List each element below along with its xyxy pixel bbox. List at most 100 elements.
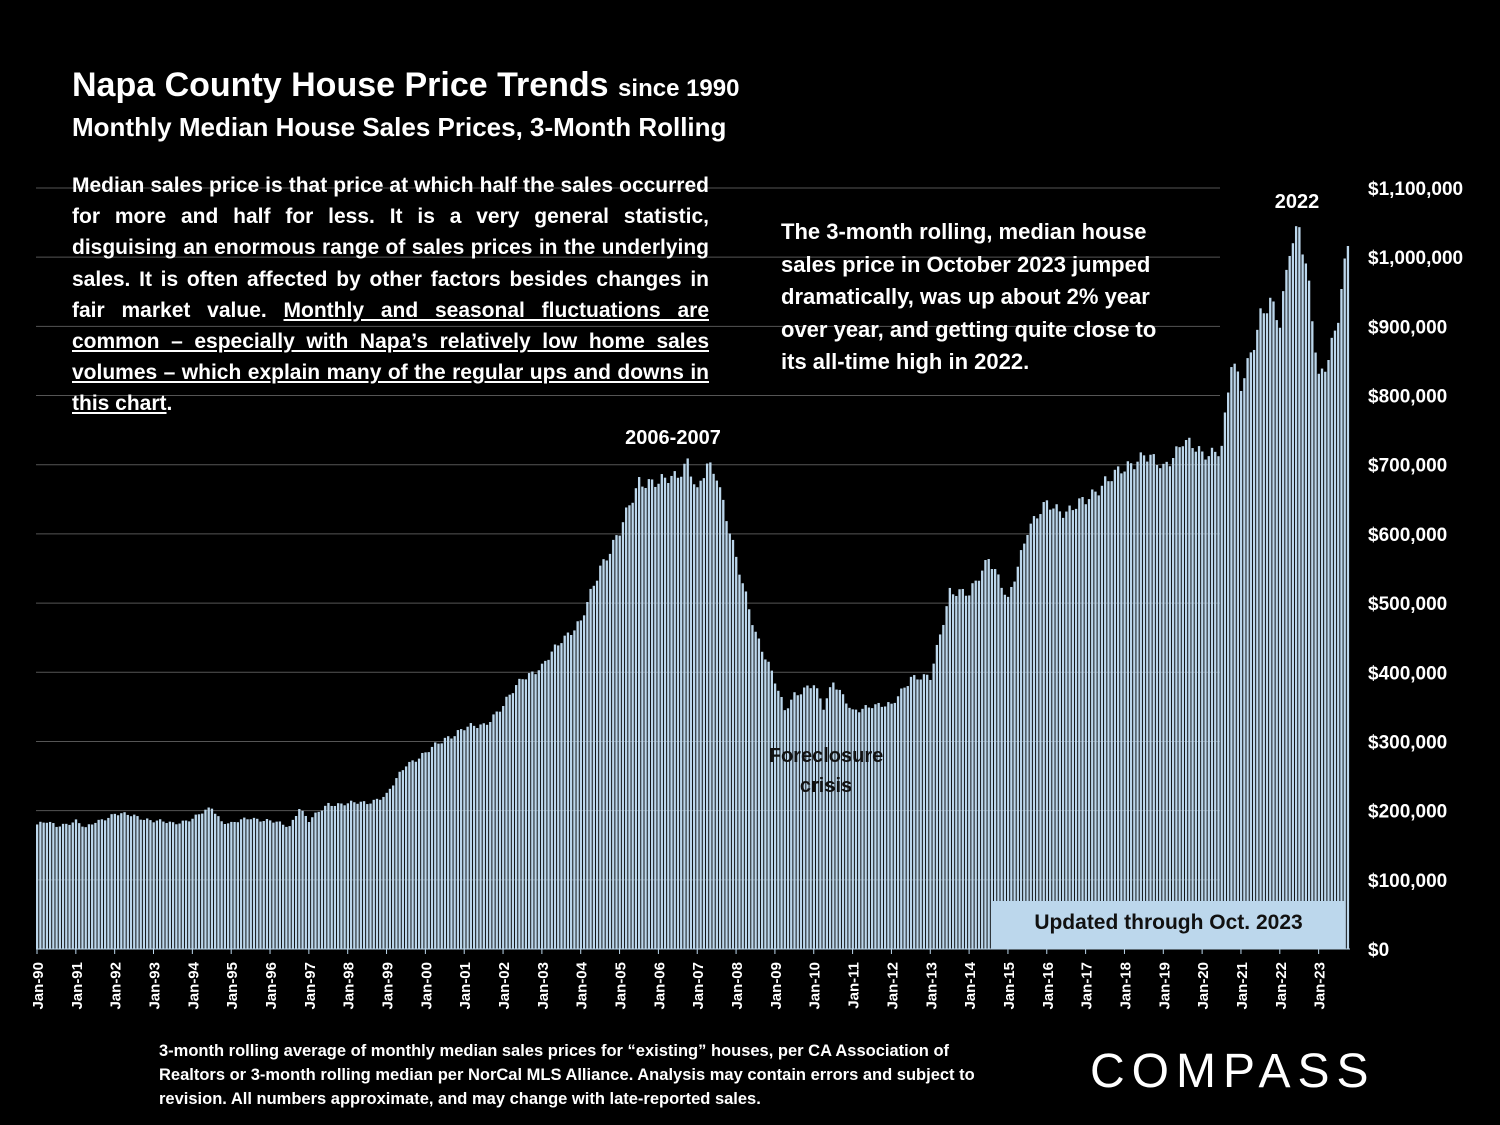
bar: [107, 817, 110, 949]
bar: [657, 483, 660, 949]
bar: [1188, 437, 1191, 949]
x-tick-label: Jan-14: [962, 961, 979, 1009]
bar: [760, 651, 764, 949]
bar: [336, 803, 340, 949]
bar: [1307, 280, 1311, 949]
x-tick-label: Jan-22: [1273, 962, 1290, 1010]
bar: [129, 816, 133, 949]
bar: [900, 688, 903, 949]
bar: [929, 679, 932, 949]
bar: [359, 801, 362, 949]
bar: [595, 580, 599, 949]
bar: [625, 507, 628, 949]
bar: [113, 813, 116, 949]
bar: [100, 819, 104, 949]
bar: [964, 595, 968, 949]
bar: [239, 819, 243, 949]
x-tick-label: Jan-97: [302, 962, 319, 1010]
bar: [188, 821, 191, 949]
bar: [573, 630, 576, 949]
bar: [576, 621, 579, 949]
bar: [1314, 352, 1317, 949]
x-tick-label: Jan-08: [729, 962, 746, 1010]
bar: [492, 714, 495, 949]
bar: [375, 798, 379, 949]
bar: [968, 595, 971, 949]
bar: [621, 522, 625, 949]
bar: [1227, 392, 1230, 949]
bar: [1155, 465, 1159, 949]
bar: [453, 736, 456, 949]
bar: [304, 815, 307, 949]
bar: [767, 661, 770, 949]
bar: [184, 820, 188, 949]
bar: [608, 553, 612, 949]
bar: [1327, 360, 1330, 949]
bar: [1233, 363, 1236, 949]
bar: [1129, 463, 1133, 949]
bar: [81, 826, 84, 949]
bar: [942, 624, 945, 949]
bar: [45, 822, 49, 949]
bar: [485, 724, 489, 949]
bar: [1320, 368, 1324, 949]
bar: [793, 692, 796, 949]
bar: [1262, 313, 1265, 949]
bar: [728, 533, 731, 949]
annotation-label: crisis: [800, 775, 852, 797]
bar: [751, 625, 754, 949]
bar: [1058, 511, 1062, 949]
bar: [298, 809, 301, 949]
bar: [317, 811, 320, 949]
bar: [404, 766, 408, 949]
bar: [1272, 301, 1275, 950]
bar: [880, 706, 884, 949]
bar: [1301, 254, 1304, 950]
bar: [201, 813, 204, 949]
y-tick-label: $0: [1368, 940, 1389, 961]
bar: [84, 827, 87, 949]
bar: [236, 822, 239, 949]
bar: [744, 591, 748, 949]
bar: [906, 686, 909, 949]
bar: [505, 696, 508, 949]
bar: [430, 746, 434, 949]
bar: [388, 788, 392, 949]
bar: [126, 814, 129, 949]
bar: [275, 821, 278, 949]
bar: [1214, 451, 1217, 949]
bar: [1045, 500, 1049, 949]
bar: [220, 821, 223, 949]
bar: [42, 822, 45, 949]
bar: [443, 737, 447, 949]
bar: [1133, 469, 1136, 949]
note-right: The 3-month rolling, median house sales …: [781, 219, 1157, 374]
bar: [233, 821, 236, 949]
bar: [136, 816, 139, 949]
bar: [922, 674, 926, 949]
bar: [1052, 508, 1055, 949]
bar: [890, 703, 893, 949]
bar: [874, 704, 877, 949]
bar: [149, 820, 152, 949]
bar: [1252, 349, 1256, 950]
x-tick-label: Jan-16: [1040, 962, 1057, 1010]
bar: [1126, 461, 1130, 949]
x-tick-label: Jan-06: [651, 962, 668, 1010]
title-suffix: since 1990: [618, 75, 740, 102]
annotation-label: 2022: [1275, 191, 1320, 213]
bar: [1107, 481, 1110, 949]
bar: [479, 724, 482, 949]
bar: [916, 679, 919, 949]
bar: [281, 824, 285, 949]
bar: [155, 820, 159, 949]
bar: [997, 574, 1000, 949]
bar: [1110, 481, 1113, 949]
bar: [673, 471, 676, 949]
bar: [877, 702, 880, 949]
bar: [935, 644, 939, 949]
bar: [764, 659, 767, 949]
bar: [146, 818, 149, 949]
bar: [508, 694, 511, 949]
bar: [1003, 594, 1007, 949]
